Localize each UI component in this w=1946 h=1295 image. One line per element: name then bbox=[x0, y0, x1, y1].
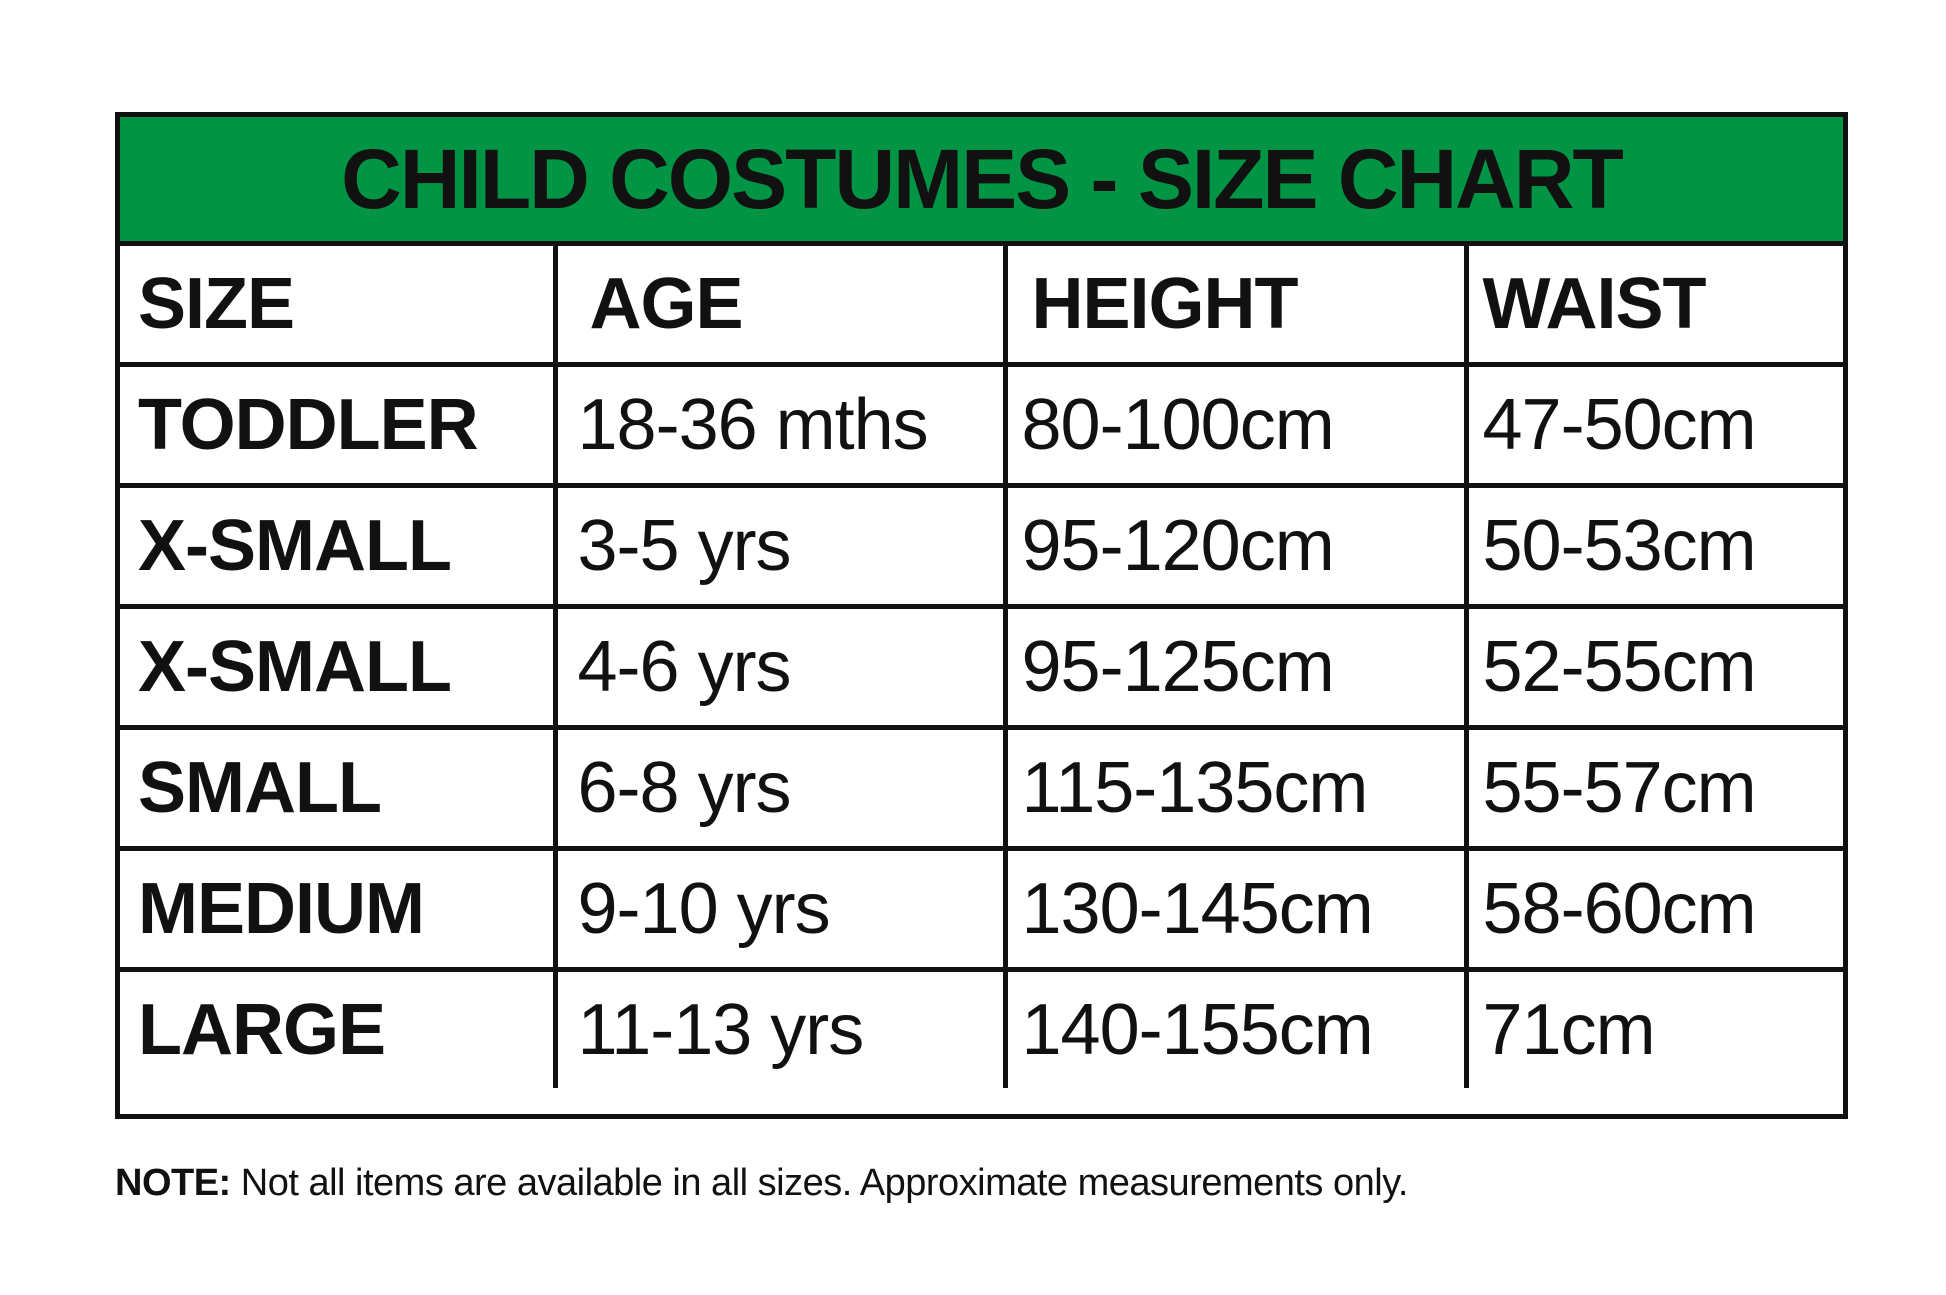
cell-size: SMALL bbox=[120, 725, 558, 851]
cell-height: 140-155cm bbox=[1002, 967, 1469, 1088]
note-text: Not all items are available in all sizes… bbox=[230, 1162, 1409, 1204]
column-header-waist: WAIST bbox=[1463, 246, 1843, 367]
header-row: SIZE AGE HEIGHT WAIST bbox=[120, 246, 1843, 367]
column-header-age: AGE bbox=[552, 246, 1008, 367]
cell-waist: 55-57cm bbox=[1463, 725, 1843, 851]
cell-size: X-SMALL bbox=[120, 604, 558, 730]
cell-age: 18-36 mths bbox=[552, 362, 1008, 488]
cell-waist: 58-60cm bbox=[1463, 846, 1843, 972]
cell-age: 11-13 yrs bbox=[552, 967, 1008, 1088]
cell-size: MEDIUM bbox=[120, 846, 558, 972]
cell-height: 80-100cm bbox=[1002, 362, 1469, 488]
cell-age: 3-5 yrs bbox=[552, 483, 1008, 609]
table-row: MEDIUM 9-10 yrs 130-145cm 58-60cm bbox=[120, 846, 1843, 972]
note-label: NOTE: bbox=[115, 1162, 231, 1204]
cell-height: 130-145cm bbox=[1002, 846, 1469, 972]
column-header-height: HEIGHT bbox=[1002, 246, 1469, 367]
size-chart: CHILD COSTUMES - SIZE CHART SIZE AGE HEI… bbox=[115, 112, 1848, 1119]
cell-size: X-SMALL bbox=[120, 483, 558, 609]
table-row: TODDLER 18-36 mths 80-100cm 47-50cm bbox=[120, 362, 1843, 488]
cell-size: LARGE bbox=[120, 967, 558, 1088]
cell-waist: 47-50cm bbox=[1463, 362, 1843, 488]
table-row: X-SMALL 3-5 yrs 95-120cm 50-53cm bbox=[120, 483, 1843, 609]
cell-waist: 52-55cm bbox=[1463, 604, 1843, 730]
cell-age: 4-6 yrs bbox=[552, 604, 1008, 730]
cell-age: 9-10 yrs bbox=[552, 846, 1008, 972]
cell-height: 95-125cm bbox=[1002, 604, 1469, 730]
cell-height: 115-135cm bbox=[1002, 725, 1469, 851]
table-row: SMALL 6-8 yrs 115-135cm 55-57cm bbox=[120, 725, 1843, 851]
cell-height: 95-120cm bbox=[1002, 483, 1469, 609]
column-header-size: SIZE bbox=[120, 246, 558, 367]
table-row: X-SMALL 4-6 yrs 95-125cm 52-55cm bbox=[120, 604, 1843, 730]
table-row: LARGE 11-13 yrs 140-155cm 71cm bbox=[120, 967, 1843, 1088]
cell-waist: 71cm bbox=[1463, 967, 1843, 1088]
cell-size: TODDLER bbox=[120, 362, 558, 488]
chart-title: CHILD COSTUMES - SIZE CHART bbox=[120, 117, 1843, 246]
footnote: NOTE: Not all items are available in all… bbox=[115, 1162, 1408, 1205]
cell-waist: 50-53cm bbox=[1463, 483, 1843, 609]
cell-age: 6-8 yrs bbox=[552, 725, 1008, 851]
size-table: SIZE AGE HEIGHT WAIST TODDLER 18-36 mths 8… bbox=[120, 246, 1843, 1088]
